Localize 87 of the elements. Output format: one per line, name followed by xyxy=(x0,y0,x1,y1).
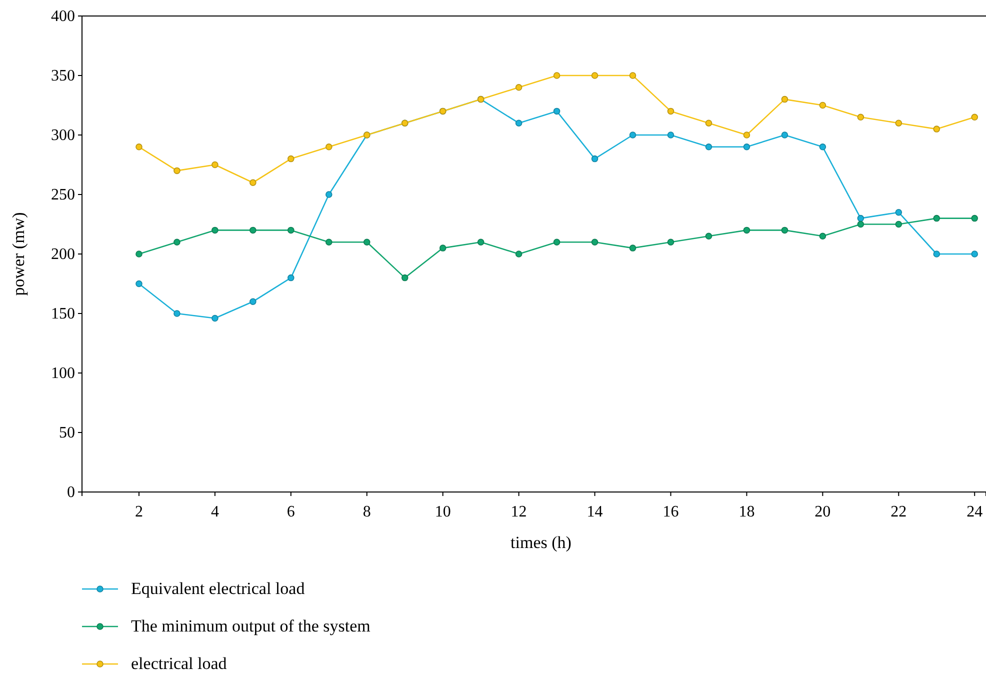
point xyxy=(933,214,940,222)
point xyxy=(971,214,978,222)
point xyxy=(553,238,560,246)
point xyxy=(174,167,180,174)
point xyxy=(553,108,560,115)
x-tick-label: 18 xyxy=(738,504,755,521)
x-tick-label: 24 xyxy=(966,504,983,521)
point xyxy=(363,238,370,246)
x-tick-label: 22 xyxy=(890,504,907,521)
point xyxy=(174,238,180,246)
x-tick-label: 20 xyxy=(814,504,831,521)
point xyxy=(705,232,712,240)
point xyxy=(705,120,712,126)
point xyxy=(591,155,598,162)
x-tick-label: 12 xyxy=(510,504,527,521)
x-tick-label: 14 xyxy=(586,504,603,521)
point xyxy=(819,102,826,109)
point xyxy=(212,226,218,234)
point xyxy=(781,96,788,103)
point xyxy=(667,108,674,115)
point xyxy=(743,226,750,234)
x-tick-label: 8 xyxy=(362,504,371,521)
point xyxy=(250,298,256,305)
point xyxy=(895,220,902,228)
point xyxy=(629,244,636,252)
point xyxy=(326,191,332,198)
point xyxy=(401,274,408,282)
point xyxy=(743,132,750,138)
x-tick-label: 16 xyxy=(662,504,679,521)
legend-label: Equivalent electrical load xyxy=(131,579,306,598)
point xyxy=(933,126,940,132)
x-tick-label: 2 xyxy=(134,504,143,521)
point xyxy=(326,144,332,150)
point xyxy=(857,220,864,228)
point xyxy=(174,310,180,317)
point xyxy=(439,244,446,252)
point xyxy=(136,144,142,150)
y-tick-label: 250 xyxy=(51,186,75,204)
point xyxy=(781,132,788,138)
point xyxy=(591,238,598,246)
point xyxy=(781,226,788,234)
point xyxy=(326,238,332,246)
point xyxy=(250,226,256,234)
x-axis-title: times (h) xyxy=(510,533,572,552)
point xyxy=(971,250,978,258)
legend-label: electrical load xyxy=(131,654,228,673)
x-tick-label: 4 xyxy=(210,504,219,521)
point xyxy=(515,84,522,91)
y-tick-label: 350 xyxy=(51,68,75,85)
point xyxy=(705,144,712,150)
point xyxy=(819,232,826,240)
point xyxy=(288,226,294,234)
point xyxy=(477,238,484,246)
point xyxy=(819,144,826,150)
y-tick-label: 150 xyxy=(51,306,75,323)
point xyxy=(857,114,864,121)
point xyxy=(212,161,218,168)
point xyxy=(895,208,902,216)
point xyxy=(933,250,940,258)
point xyxy=(515,120,522,126)
point xyxy=(667,132,674,138)
y-tick-label: 200 xyxy=(51,246,75,264)
y-axis-title: power (mw) xyxy=(9,212,28,296)
point xyxy=(288,274,294,282)
y-tick-label: 0 xyxy=(67,484,75,502)
point xyxy=(667,238,674,246)
point xyxy=(136,280,142,288)
point xyxy=(971,114,978,121)
y-tick-label: 50 xyxy=(59,424,75,442)
legend-label: The minimum output of the system xyxy=(131,616,370,636)
point xyxy=(629,132,636,138)
point xyxy=(553,72,560,79)
point xyxy=(857,214,864,222)
point xyxy=(743,144,750,150)
point xyxy=(212,314,218,322)
point xyxy=(288,155,294,162)
point xyxy=(250,179,256,186)
point xyxy=(591,72,598,79)
x-tick-label: 6 xyxy=(286,504,295,521)
point xyxy=(515,250,522,258)
y-tick-label: 400 xyxy=(51,8,75,26)
x-tick-label: 10 xyxy=(434,504,451,521)
y-tick-label: 300 xyxy=(51,127,75,144)
y-tick-label: 100 xyxy=(51,365,75,382)
point xyxy=(895,120,902,126)
point xyxy=(136,250,142,258)
point xyxy=(629,72,636,79)
